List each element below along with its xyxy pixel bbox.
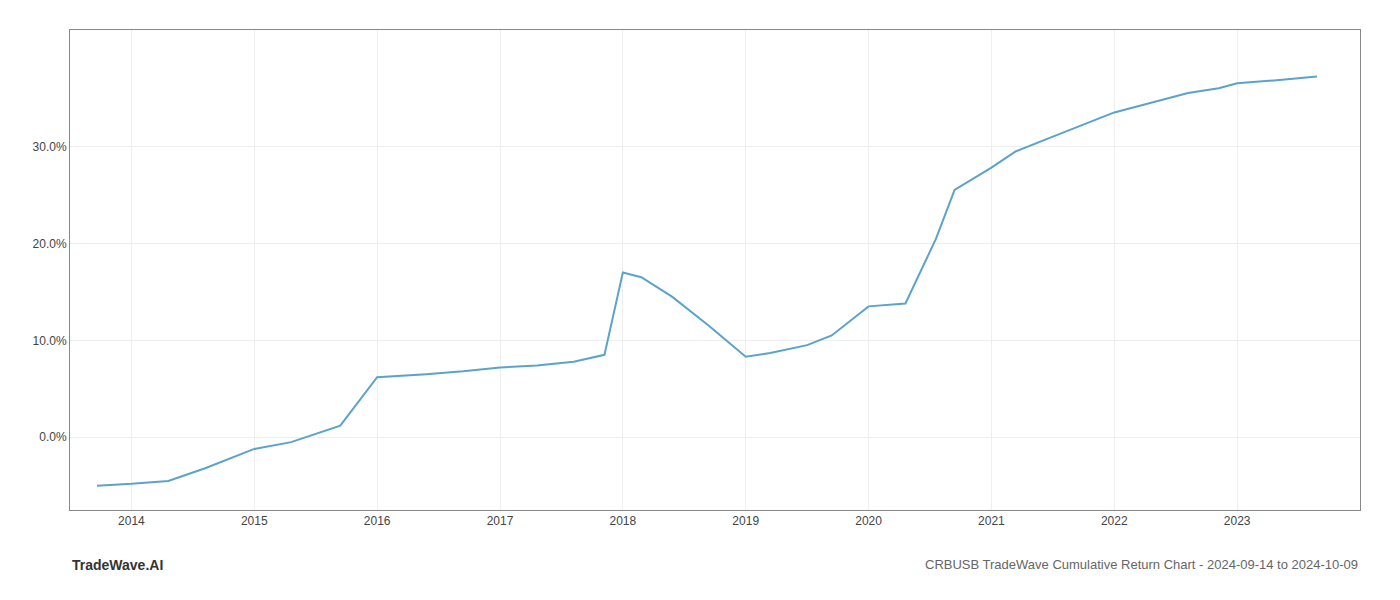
svg-text:0.0%: 0.0% <box>39 430 67 444</box>
svg-text:2022: 2022 <box>1101 514 1128 528</box>
svg-text:30.0%: 30.0% <box>33 140 67 154</box>
svg-text:2020: 2020 <box>855 514 882 528</box>
svg-text:2014: 2014 <box>118 514 145 528</box>
svg-text:2017: 2017 <box>487 514 514 528</box>
svg-text:2015: 2015 <box>241 514 268 528</box>
svg-text:10.0%: 10.0% <box>33 334 67 348</box>
svg-text:2016: 2016 <box>364 514 391 528</box>
svg-text:TradeWave.AI: TradeWave.AI <box>72 557 163 573</box>
svg-text:2018: 2018 <box>610 514 637 528</box>
svg-text:CRBUSB TradeWave Cumulative Re: CRBUSB TradeWave Cumulative Return Chart… <box>925 557 1358 572</box>
svg-text:2021: 2021 <box>978 514 1005 528</box>
svg-text:2019: 2019 <box>732 514 759 528</box>
svg-text:20.0%: 20.0% <box>33 237 67 251</box>
svg-text:2023: 2023 <box>1224 514 1251 528</box>
